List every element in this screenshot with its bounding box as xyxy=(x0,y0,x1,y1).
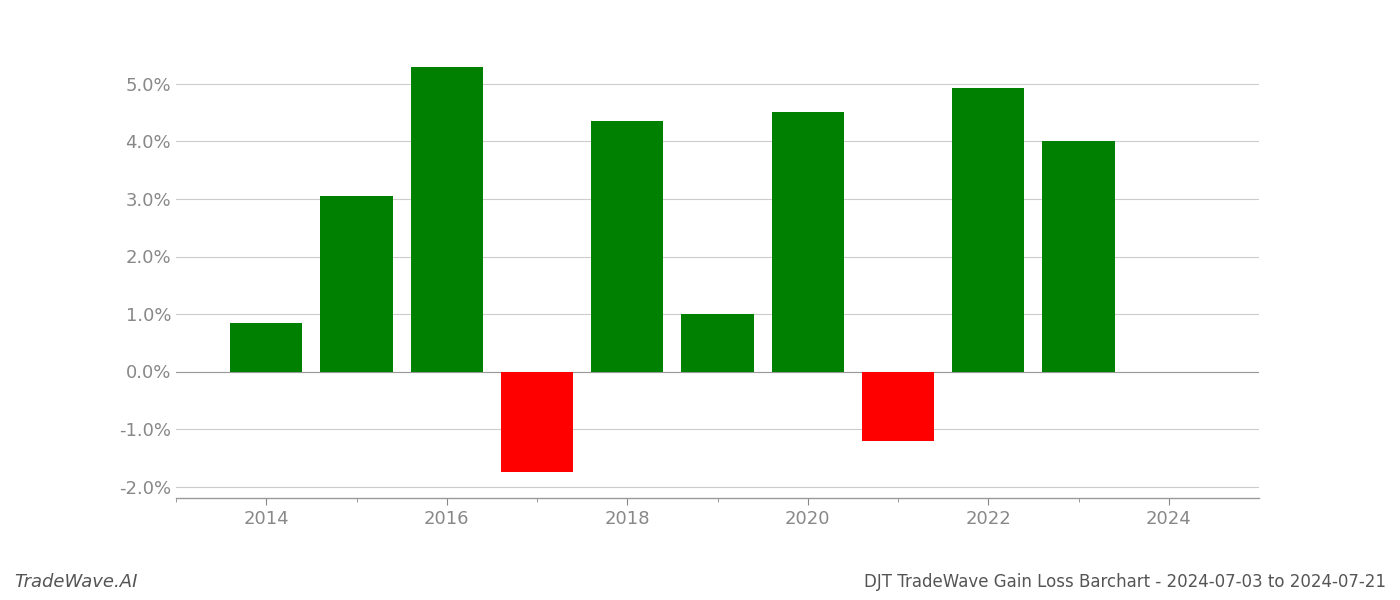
Bar xyxy=(1043,142,1114,371)
Bar xyxy=(591,121,664,371)
Bar xyxy=(952,88,1025,371)
Bar xyxy=(682,314,753,371)
Bar xyxy=(230,323,302,371)
Bar xyxy=(410,67,483,371)
Bar xyxy=(862,371,934,440)
Text: DJT TradeWave Gain Loss Barchart - 2024-07-03 to 2024-07-21: DJT TradeWave Gain Loss Barchart - 2024-… xyxy=(864,573,1386,591)
Bar xyxy=(771,112,844,371)
Text: TradeWave.AI: TradeWave.AI xyxy=(14,573,137,591)
Bar xyxy=(501,371,573,472)
Bar xyxy=(321,196,392,371)
